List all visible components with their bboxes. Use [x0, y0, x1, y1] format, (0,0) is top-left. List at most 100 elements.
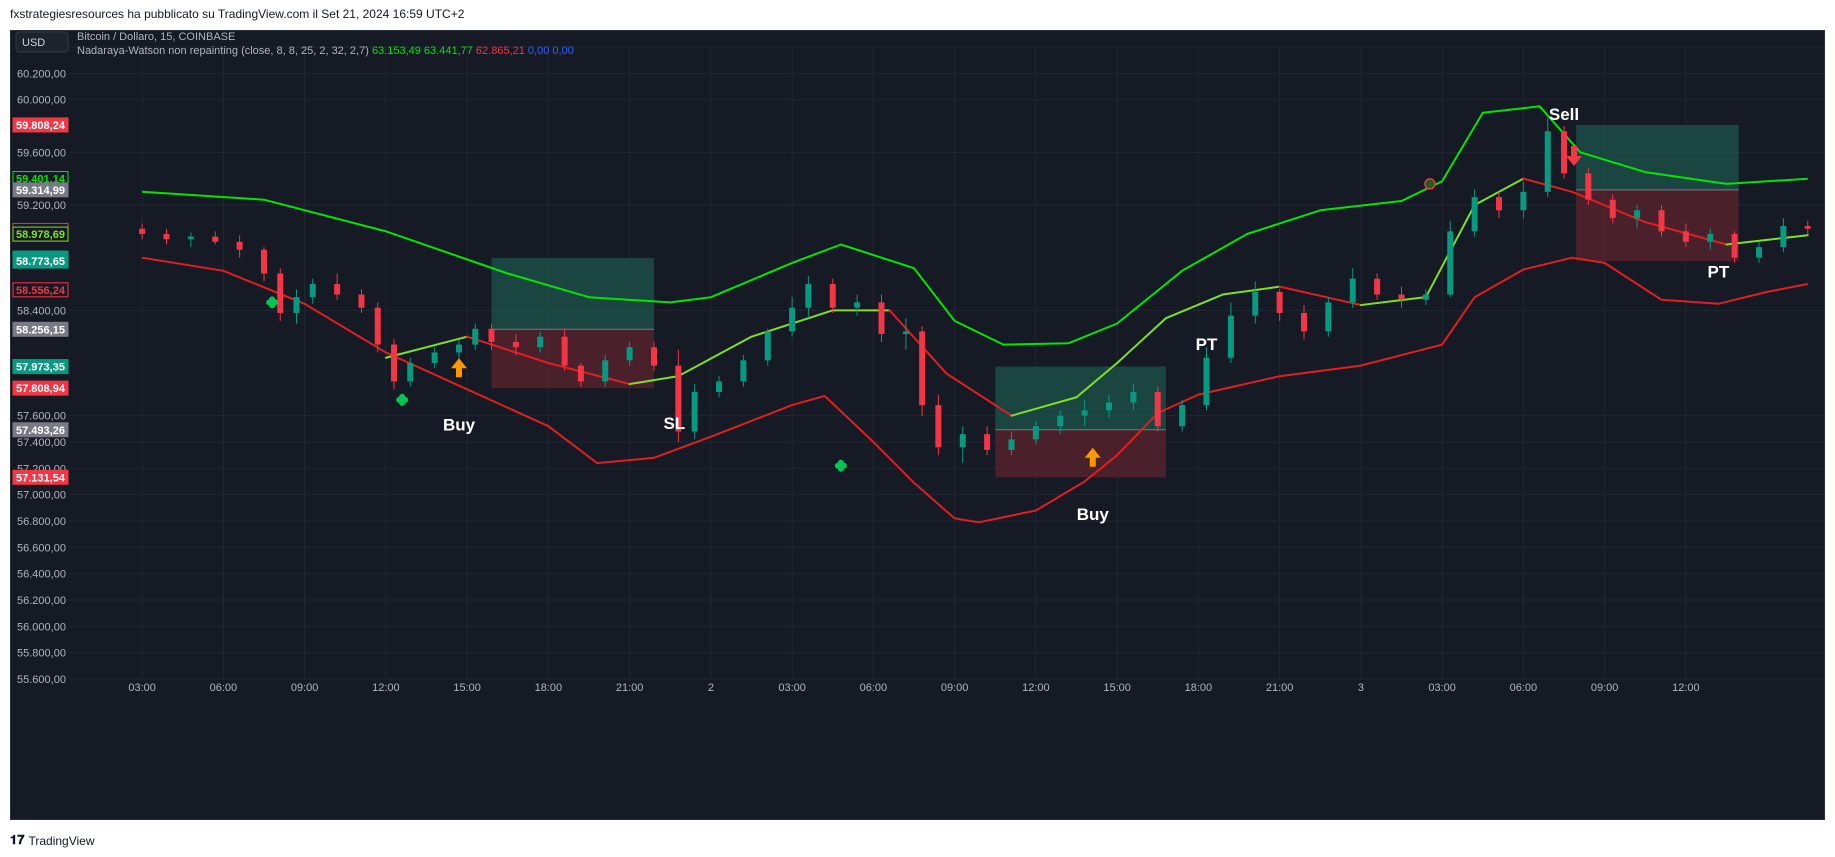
price-label: 59.808,24 [12, 117, 69, 133]
candle [1682, 223, 1689, 248]
y-tick-label: 56.200,00 [17, 595, 66, 607]
signal-label: Buy [443, 415, 476, 434]
clover-icon [834, 459, 847, 472]
candle [1561, 126, 1567, 179]
y-tick-label: 57.400,00 [17, 437, 66, 449]
mid-band-segment [547, 362, 631, 386]
candle [488, 323, 495, 350]
y-tick-label: 55.600,00 [17, 674, 66, 686]
candle [334, 273, 341, 300]
candle [1471, 189, 1478, 237]
svg-text:57.973,35: 57.973,35 [16, 362, 65, 374]
x-tick-label: 18:00 [1185, 682, 1213, 694]
candle [187, 232, 194, 248]
candle [1032, 420, 1039, 445]
svg-text:57.493,26: 57.493,26 [16, 425, 65, 437]
price-label: 58.256,15 [12, 321, 69, 337]
candle [391, 339, 397, 390]
clover-icon [396, 393, 409, 406]
x-tick-label: 3 [1358, 682, 1364, 694]
mid-band-segment [1010, 396, 1078, 417]
x-tick-label: 03:00 [1428, 682, 1456, 694]
candle [740, 355, 747, 387]
candles [139, 118, 1811, 464]
mid-band-segment [677, 335, 753, 378]
candle [512, 334, 519, 356]
candle [1585, 168, 1592, 205]
x-tick-label: 09:00 [1591, 682, 1619, 694]
candle [309, 278, 316, 304]
x-tick-label: 06:00 [1510, 682, 1538, 694]
candle [561, 328, 568, 371]
candle [1780, 218, 1787, 253]
candle [293, 289, 300, 324]
candle [1081, 399, 1088, 427]
candle [577, 363, 584, 387]
mid-band-segment [1278, 285, 1362, 307]
currency-label: USD [22, 37, 45, 49]
candle [919, 326, 926, 416]
candle [1106, 394, 1112, 419]
indicator-value: 0,00 [525, 45, 549, 57]
candle [1252, 281, 1259, 324]
y-tick-label: 56.600,00 [17, 542, 66, 554]
candle [1658, 205, 1665, 237]
buy-arrow-icon [1084, 447, 1101, 467]
candle [675, 349, 682, 442]
buy-arrow-icon [451, 358, 467, 378]
mid-band-segment [1571, 190, 1647, 224]
mid-band-segment [384, 335, 469, 359]
candle [236, 235, 243, 258]
candle [651, 341, 657, 371]
candle [537, 331, 544, 353]
candle [472, 323, 479, 350]
stop-zone [995, 429, 1166, 478]
target-dot-icon [1424, 178, 1436, 190]
candle [1349, 268, 1356, 308]
candle [277, 268, 284, 321]
svg-text:59.314,99: 59.314,99 [16, 185, 65, 197]
candle [1496, 191, 1502, 219]
x-tick-label: 2 [708, 682, 714, 694]
candle [407, 357, 414, 387]
mid-band-segment [945, 372, 1013, 417]
y-tick-label: 58.400,00 [17, 305, 66, 317]
indicator-value: 63.441,77 [421, 45, 473, 57]
candle [431, 347, 438, 369]
price-label: 57.131,54 [12, 469, 69, 485]
candle [1398, 286, 1405, 308]
candle [1179, 399, 1186, 432]
candle [261, 247, 267, 282]
candle [139, 223, 146, 240]
currency-button[interactable] [15, 31, 69, 53]
y-tick-label: 55.800,00 [17, 648, 66, 660]
chart-background [11, 31, 1824, 819]
candle [1227, 302, 1234, 363]
x-tick-label: 03:00 [778, 682, 806, 694]
footer: 𝟏𝟕 TradingView [10, 833, 95, 848]
candle [602, 355, 609, 387]
y-tick-label: 60.000,00 [17, 95, 66, 107]
y-tick-label: 57.000,00 [17, 490, 66, 502]
signals: Buy SL Buy PT Sell PT [266, 105, 1730, 524]
candle [1008, 431, 1015, 456]
x-tick-label: 18:00 [535, 682, 563, 694]
y-tick-label: 59.600,00 [17, 147, 66, 159]
publish-caption: fxstrategiesresources ha pubblicato su T… [10, 7, 465, 21]
mid-band-segment [1221, 285, 1281, 296]
candle [1707, 228, 1714, 250]
indicator-value: 62.865,21 [473, 45, 525, 57]
candle [691, 384, 698, 440]
x-tick-label: 09:00 [941, 682, 969, 694]
mid-band-segment [1164, 293, 1224, 320]
candle [163, 228, 170, 245]
candle [1731, 231, 1738, 263]
x-tick-label: 12:00 [1022, 682, 1050, 694]
candle [764, 328, 771, 366]
candle [1301, 305, 1307, 340]
y-tick-label: 57.600,00 [17, 411, 66, 423]
svg-text:58.773,65: 58.773,65 [16, 256, 65, 268]
candle [1325, 297, 1332, 337]
